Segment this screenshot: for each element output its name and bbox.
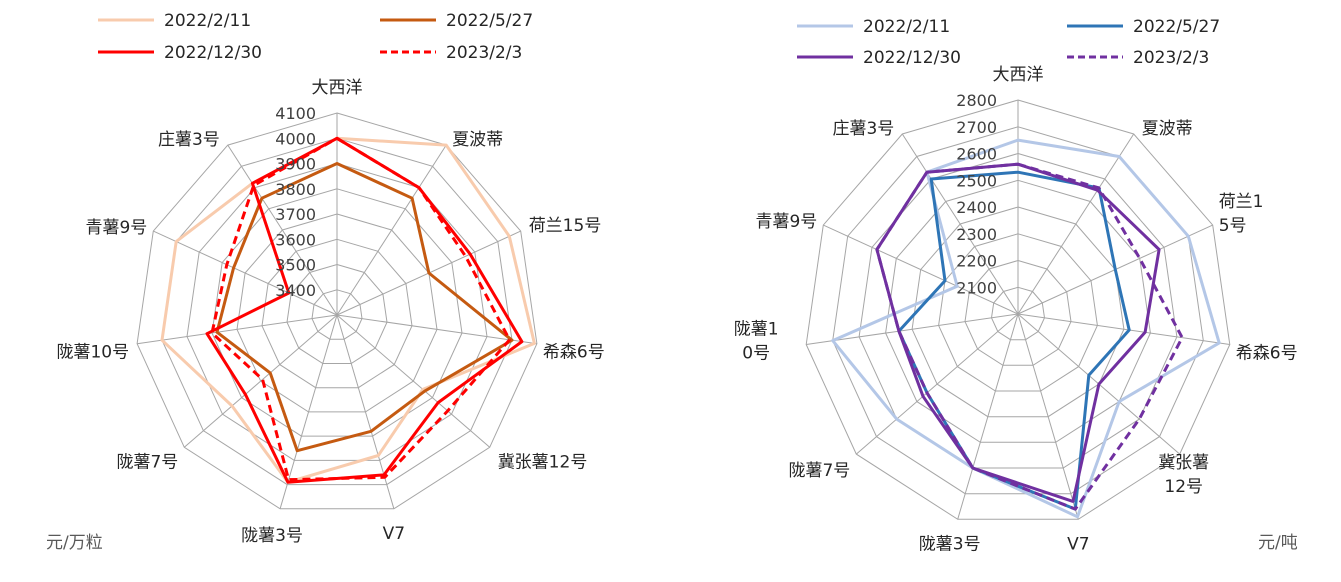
grid-ring <box>885 179 1151 443</box>
legend: 2022/2/11 2022/5/27 2022/12/30 2023/2/3 <box>797 17 1220 68</box>
tick-label: 3700 <box>275 205 316 224</box>
tick-label: 4100 <box>275 104 316 123</box>
radar-chart-seed-price: 3400 3500 3600 3700 3800 3900 4000 4100 大西洋夏波蒂荷… <box>46 11 605 553</box>
grid-spoke <box>806 313 1019 345</box>
series-line-2 <box>897 170 1131 511</box>
radial-tick-labels: 3400 3500 3600 3700 3800 3900 4000 4100 <box>275 104 316 300</box>
grid-spoke <box>183 314 338 448</box>
grid-ring <box>236 213 438 413</box>
category-label: 陇薯3号 <box>241 526 303 546</box>
grid-spoke <box>137 314 338 345</box>
category-label: 夏波蒂 <box>1142 119 1193 139</box>
tick-label: 2800 <box>956 91 997 110</box>
category-label: 夏波蒂 <box>452 130 503 150</box>
grid-spoke <box>1017 133 1135 315</box>
grid-ring <box>938 233 1098 392</box>
legend-label: 2023/2/3 <box>1133 48 1209 68</box>
grid-spoke <box>336 314 491 448</box>
category-label: 庄薯3号 <box>832 119 894 139</box>
unit-label: 元/吨 <box>1258 533 1298 553</box>
legend-label: 2022/12/30 <box>863 48 961 68</box>
category-label: 希森6号 <box>1236 344 1298 364</box>
grid-ring <box>858 152 1178 469</box>
grid-spoke <box>336 144 447 316</box>
grid-spoke <box>855 313 1019 455</box>
tick-label: 2200 <box>956 252 997 271</box>
radar-chart-ton-price: 2100 2200 2300 2400 2500 2600 2700 2800 大西洋夏波蒂荷… <box>734 17 1298 554</box>
radar-series-group <box>831 138 1221 519</box>
category-label: 陇薯7号 <box>116 452 178 472</box>
category-label: V7 <box>383 524 405 544</box>
category-label: 大西洋 <box>993 65 1044 85</box>
legend-label: 2022/5/27 <box>446 11 533 31</box>
grid-ring <box>964 259 1072 366</box>
series-line-2 <box>215 162 514 453</box>
tick-label: 2700 <box>956 118 997 137</box>
category-label: 陇薯7号 <box>788 461 850 481</box>
tick-label: 2100 <box>956 278 997 297</box>
legend-label: 2023/2/3 <box>446 43 522 63</box>
grid-ring <box>311 289 363 340</box>
grid-spoke <box>227 144 338 316</box>
grid-ring <box>186 162 488 461</box>
grid-spoke <box>901 133 1019 315</box>
legend-label: 2022/2/11 <box>863 17 950 37</box>
radar-series-group <box>160 136 536 484</box>
category-label: 庄薯3号 <box>158 130 220 150</box>
category-label: 陇薯3号 <box>919 534 981 554</box>
grid-spoke <box>153 230 338 316</box>
grid-ring <box>161 137 513 486</box>
category-label: 希森6号 <box>543 343 605 363</box>
grid-ring <box>286 263 388 364</box>
tick-label: 2300 <box>956 225 997 244</box>
grid-spoke <box>957 313 1019 520</box>
unit-label: 元/万粒 <box>46 533 103 553</box>
grid-ring <box>261 238 413 389</box>
grid-spoke <box>279 314 338 509</box>
series-line-1 <box>160 136 536 484</box>
category-label: 青薯9号 <box>755 212 817 232</box>
tick-label: 2400 <box>956 198 997 217</box>
tick-label: 4000 <box>275 129 316 148</box>
category-label: 大西洋 <box>312 78 363 98</box>
series-line-4 <box>875 162 1184 511</box>
grid-ring <box>805 99 1231 520</box>
grid-spoke <box>823 224 1019 315</box>
tick-label: 2600 <box>956 145 997 164</box>
legend-label: 2022/2/11 <box>164 11 251 31</box>
category-label: 青薯9号 <box>85 218 147 238</box>
tick-label: 3900 <box>275 155 316 174</box>
grid-spoke <box>1017 313 1230 345</box>
grid-ring <box>911 206 1125 418</box>
grid-ring <box>990 286 1046 341</box>
legend-label: 2022/12/30 <box>164 43 262 63</box>
category-label: 冀张薯12号 <box>498 452 588 472</box>
radial-tick-labels: 2100 2200 2300 2400 2500 2600 2700 2800 <box>956 91 997 297</box>
grid-ring <box>136 112 538 510</box>
category-label: 陇薯10号 <box>56 343 129 363</box>
tick-label: 3400 <box>275 281 316 300</box>
tick-label: 3800 <box>275 180 316 199</box>
legend-label: 2022/5/27 <box>1133 17 1220 37</box>
category-label: 荷兰15号 <box>529 216 602 236</box>
legend: 2022/2/11 2022/5/27 2022/12/30 2023/2/3 <box>98 11 533 63</box>
tick-label: 3500 <box>275 256 316 275</box>
series-line-1 <box>831 138 1221 519</box>
tick-label: 3600 <box>275 230 316 249</box>
grid-spoke <box>1017 313 1079 520</box>
series-line-4 <box>210 136 511 482</box>
category-label: V7 <box>1067 534 1089 554</box>
grid-spoke <box>336 314 537 345</box>
tick-label: 2500 <box>956 171 997 190</box>
